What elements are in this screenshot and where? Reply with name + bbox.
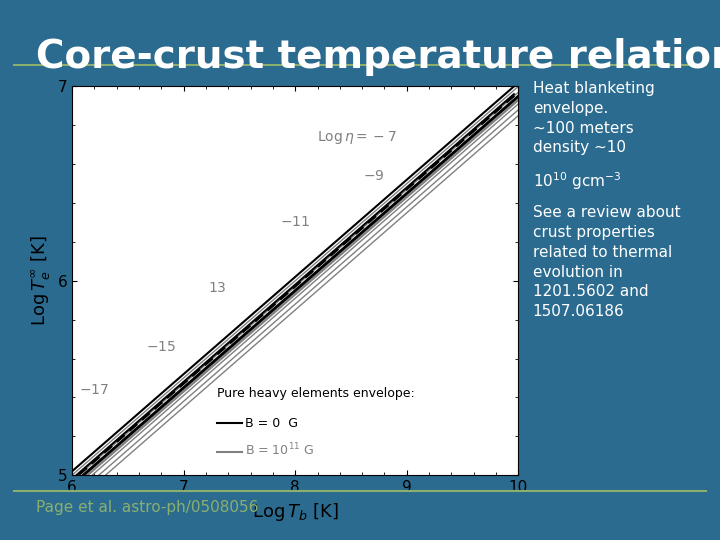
Text: B = 0  G: B = 0 G xyxy=(245,416,298,430)
Text: $10^{10}$ gcm$^{-3}$: $10^{10}$ gcm$^{-3}$ xyxy=(533,170,621,192)
Text: $-15$: $-15$ xyxy=(146,340,176,354)
Text: See a review about
crust properties
related to thermal
evolution in
1201.5602 an: See a review about crust properties rela… xyxy=(533,205,680,319)
Y-axis label: $\mathrm{Log}\,T_e^{\infty}\ \mathrm{[K]}$: $\mathrm{Log}\,T_e^{\infty}\ \mathrm{[K]… xyxy=(29,235,52,326)
Text: Heat blanketing
envelope.
~100 meters
density ~10: Heat blanketing envelope. ~100 meters de… xyxy=(533,81,654,156)
X-axis label: $\mathrm{Log}\,T_b\ \mathrm{[K]}$: $\mathrm{Log}\,T_b\ \mathrm{[K]}$ xyxy=(252,501,338,523)
Text: $13$: $13$ xyxy=(208,281,226,295)
Text: $-11$: $-11$ xyxy=(280,215,310,230)
Text: $-17$: $-17$ xyxy=(79,382,109,396)
Text: Core-crust temperature relation: Core-crust temperature relation xyxy=(36,38,720,76)
Text: Pure heavy elements envelope:: Pure heavy elements envelope: xyxy=(217,387,415,401)
Text: $-9$: $-9$ xyxy=(363,168,384,183)
Text: Page et al. astro-ph/0508056: Page et al. astro-ph/0508056 xyxy=(36,500,258,515)
Text: $\mathrm{Log}\,\eta = -7$: $\mathrm{Log}\,\eta = -7$ xyxy=(317,129,397,146)
Text: B = $10^{11}$ G: B = $10^{11}$ G xyxy=(245,442,314,459)
